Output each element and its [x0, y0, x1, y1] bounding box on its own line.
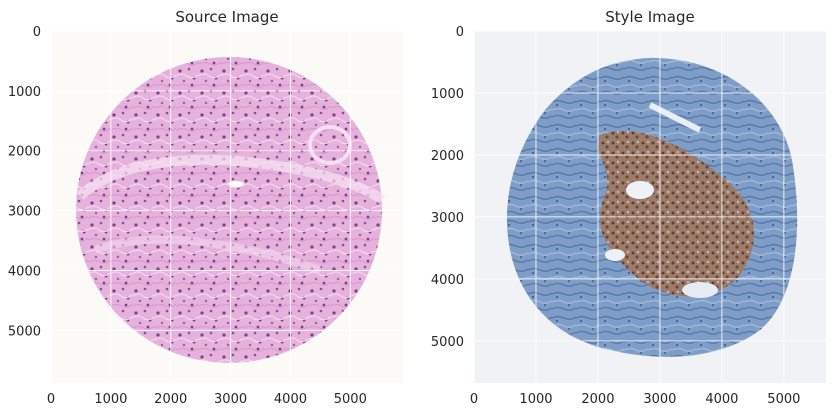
- x-tick-label: 2000: [154, 392, 187, 407]
- x-tick-label: 4000: [705, 392, 738, 407]
- y-tick-label: 0: [456, 25, 464, 40]
- y-tick-label: 2000: [431, 149, 464, 164]
- x-tick-label: 0: [47, 392, 55, 407]
- style-image-gap-2: [682, 282, 718, 298]
- x-tick-label: 2000: [581, 392, 614, 407]
- source-image-tissue-core: [76, 57, 382, 363]
- style-image-panel: Style Image 0 1000 2000 3000 4000 5000 0 1000 2…: [431, 8, 826, 407]
- y-tick-label: 3000: [431, 211, 464, 226]
- x-tick-label: 5000: [767, 392, 800, 407]
- x-tick-label: 3000: [643, 392, 676, 407]
- x-tick-label: 5000: [334, 392, 367, 407]
- style-image-gap-3: [605, 249, 625, 261]
- y-tick-label: 5000: [8, 324, 41, 339]
- y-tick-label: 2000: [8, 145, 41, 160]
- x-tick-label: 1000: [94, 392, 127, 407]
- y-tick-label: 3000: [8, 205, 41, 220]
- style-image-x-ticks: 0 1000 2000 3000 4000 5000: [470, 392, 801, 407]
- x-tick-label: 1000: [519, 392, 552, 407]
- x-tick-label: 4000: [274, 392, 307, 407]
- y-tick-label: 4000: [431, 273, 464, 288]
- source-image-stroma-band-2: [93, 235, 322, 274]
- x-tick-label: 0: [470, 392, 478, 407]
- source-image-title: Source Image: [175, 8, 278, 26]
- style-image-gap-1: [626, 181, 654, 199]
- x-tick-label: 3000: [214, 392, 247, 407]
- style-image-tear: [648, 102, 702, 133]
- y-tick-label: 1000: [431, 87, 464, 102]
- style-image-grid: [473, 30, 826, 383]
- source-image-grid: [50, 30, 403, 383]
- style-image-y-ticks: 0 1000 2000 3000 4000 5000: [431, 25, 464, 350]
- source-image-panel: Source Image 0 1000 2000 3000 4000 5000 0 1000…: [8, 8, 403, 407]
- source-image-hole: [228, 181, 244, 187]
- y-tick-label: 1000: [8, 85, 41, 100]
- y-tick-label: 4000: [8, 264, 41, 279]
- y-tick-label: 0: [33, 25, 41, 40]
- style-image-title: Style Image: [605, 8, 694, 26]
- source-image-stroma-band: [76, 154, 386, 204]
- source-image-y-ticks: 0 1000 2000 3000 4000 5000: [8, 25, 41, 339]
- source-image-x-ticks: 0 1000 2000 3000 4000 5000: [47, 392, 367, 407]
- style-image-stained-region: [597, 130, 754, 297]
- y-tick-label: 5000: [431, 335, 464, 350]
